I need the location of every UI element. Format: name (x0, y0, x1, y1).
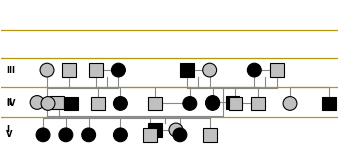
Bar (228, 97, 242, 110)
Circle shape (41, 97, 55, 110)
Bar (322, 97, 336, 110)
Bar (251, 97, 265, 110)
Circle shape (169, 123, 183, 137)
Text: V: V (6, 130, 13, 139)
Text: III: III (6, 66, 15, 75)
Bar (203, 128, 217, 142)
Text: II: II (6, 98, 12, 107)
Circle shape (82, 128, 96, 142)
Circle shape (173, 128, 187, 142)
Circle shape (283, 97, 297, 110)
Bar (148, 97, 162, 110)
Circle shape (114, 97, 127, 110)
Circle shape (112, 63, 125, 77)
Bar (62, 63, 76, 77)
Bar (89, 63, 103, 77)
Bar (50, 96, 64, 109)
Text: IV: IV (6, 99, 16, 108)
Bar (143, 128, 157, 142)
Circle shape (183, 97, 197, 110)
Circle shape (36, 128, 50, 142)
Circle shape (203, 63, 217, 77)
Bar (64, 97, 78, 110)
Circle shape (247, 63, 261, 77)
Bar (270, 63, 284, 77)
Circle shape (206, 96, 220, 109)
Text: I: I (6, 125, 9, 134)
Circle shape (30, 96, 44, 109)
Circle shape (114, 128, 127, 142)
Circle shape (40, 63, 54, 77)
Circle shape (59, 128, 73, 142)
Circle shape (206, 97, 220, 110)
Bar (148, 123, 162, 137)
Bar (225, 96, 239, 109)
Bar (91, 97, 104, 110)
Bar (180, 63, 194, 77)
